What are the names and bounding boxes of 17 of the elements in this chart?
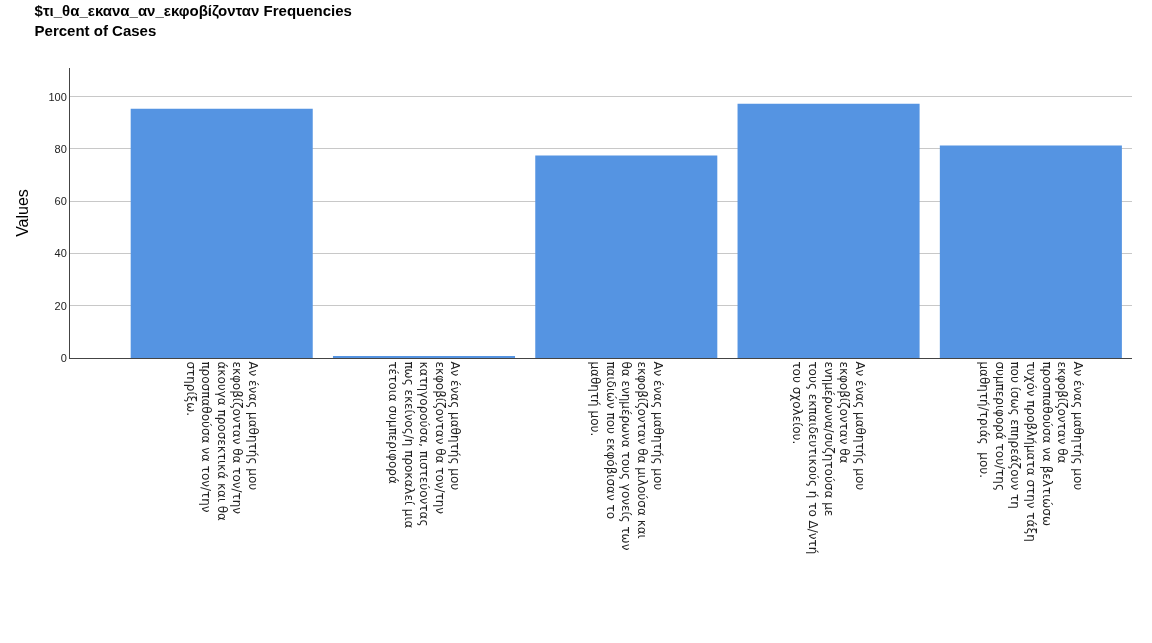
x-tick-label: Αν ένας μαθητής μου εκφοβίζονταν θα μιλούσα και θα ενημέρωνα τους γονείς των παιδιών που εκφόβισαν το μαθητή μου.: [588, 361, 665, 551]
y-tick-label: 40: [54, 247, 67, 260]
y-tick-label: 0: [60, 351, 67, 364]
y-tick-label: 80: [54, 142, 67, 155]
x-tick-label: Αν ένας μαθητής μου εκφοβίζονταν θα ενημέρωνα/συζητούσα με τους εκπαιδευτικούς ή το Δ/ντή του σχολείου.: [790, 361, 867, 555]
bar: [939, 145, 1122, 358]
y-tick-label: 60: [54, 195, 67, 208]
x-tick-label: Αν ένας μαθητής μου εκφοβίζονταν θα τον/την κατηγορούσα, πιστεύοντας πως εκείνος/η προκαλεί μια τέτοια συμπεριφορά: [385, 361, 463, 529]
x-tick-label: Αν ένας μαθητής μου εκφοβίζονταν θα τον/την άκουγα προσεκτικά και θα προσπαθούσα να τον/την στηρίξω.: [183, 361, 261, 522]
y-axis-title: Values: [14, 189, 32, 237]
y-tick-label: 100: [48, 90, 67, 103]
chart-title: $τι_θα_εκανα_αν_εκφοβίζονταν Frequencies Percent of Cases: [34, 2, 352, 39]
x-tick-label: Αν ένας μαθητής μου εκφοβίζονταν θα προσπαθούσα να βελτιώσω τυχόν προβλήματα στην τάξη που ίσως επηρεάζουν τη συμπεριφορά του/της μαθητή/τριάς μου.: [977, 361, 1085, 542]
y-tick-label: 20: [54, 299, 67, 312]
bar: [737, 103, 920, 358]
bar: [535, 155, 718, 358]
bar: [130, 108, 313, 358]
